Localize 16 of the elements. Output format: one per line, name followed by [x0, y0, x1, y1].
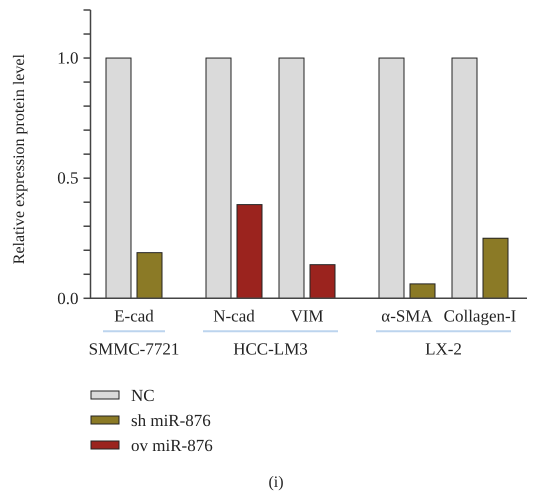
legend-label: sh miR-876 — [131, 411, 211, 430]
y-tick-label: 1.0 — [57, 48, 78, 68]
y-tick-label: 0.5 — [57, 168, 78, 188]
y-axis-title: Relative expression protein level — [11, 54, 28, 264]
x-tick-label: α-SMA — [381, 306, 434, 326]
text: (i) — [268, 474, 284, 491]
legend-label: NC — [131, 386, 155, 405]
text: SMMC-7721 — [88, 339, 180, 358]
y-tick-label: 0.0 — [57, 288, 78, 308]
text: HCC-LM3 — [233, 339, 308, 358]
x-tick-label: N-cad — [213, 306, 256, 326]
x-tick-label: VIM — [290, 306, 324, 326]
text: LX-2 — [425, 339, 462, 358]
x-tick-label: E-cad — [114, 306, 154, 326]
legend-label: ov miR-876 — [131, 436, 213, 455]
x-tick-label: Collagen-I — [444, 306, 517, 326]
